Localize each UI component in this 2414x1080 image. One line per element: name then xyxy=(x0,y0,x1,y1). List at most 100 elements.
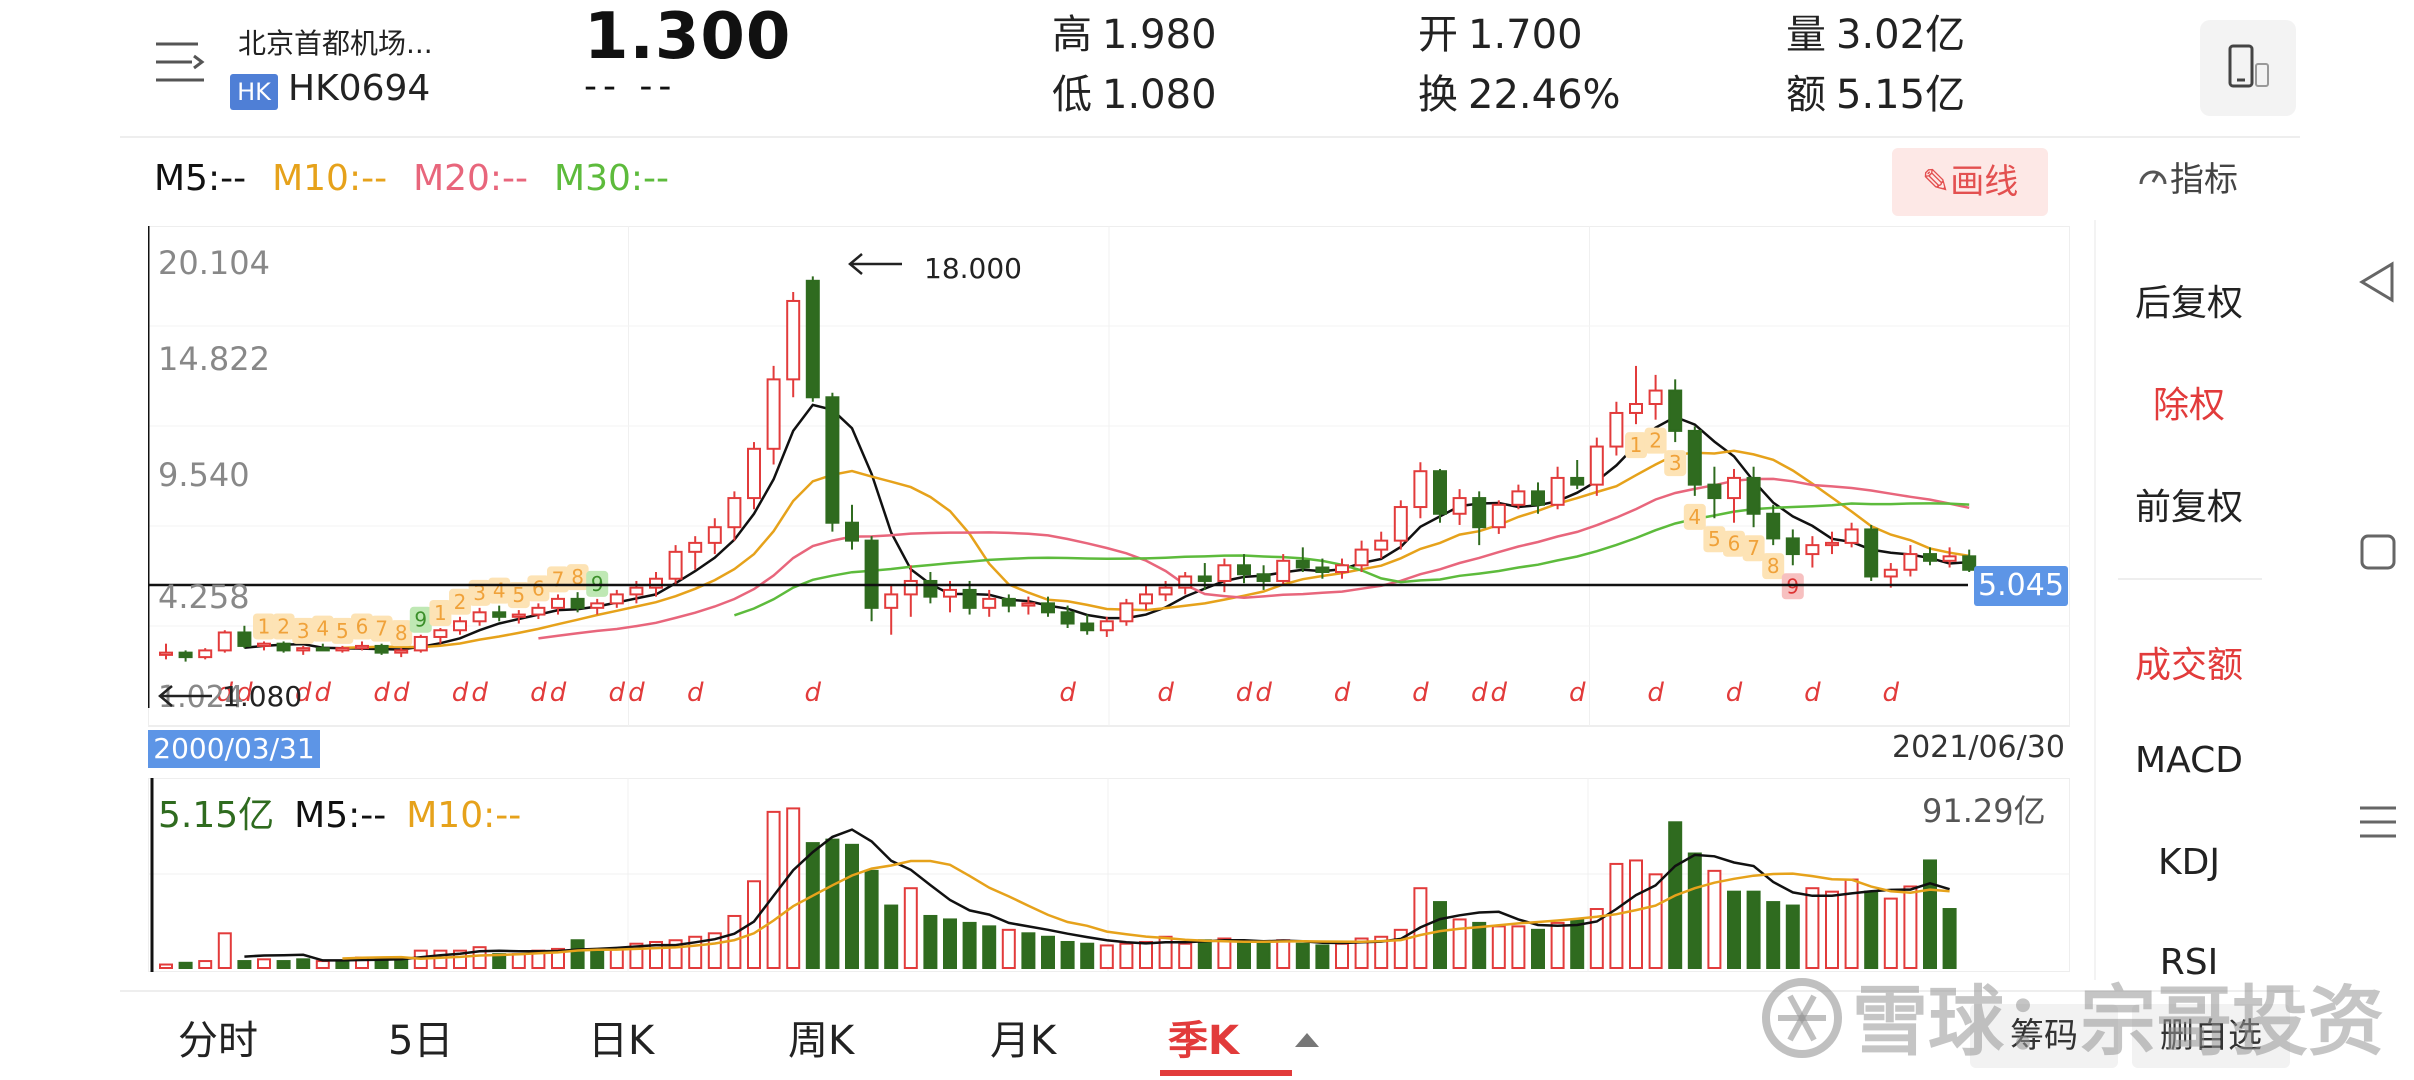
candle-body xyxy=(1354,548,1369,567)
candle-body xyxy=(1746,476,1761,515)
svg-text:6: 6 xyxy=(356,614,369,638)
tab-monthly[interactable]: 月K xyxy=(990,1018,1057,1064)
y-tick-2: 14.822 xyxy=(158,340,270,378)
volume-bar xyxy=(237,960,252,969)
candle-body xyxy=(1433,470,1447,515)
candle-body xyxy=(590,602,605,609)
side-item-macd[interactable]: MACD xyxy=(2135,740,2243,781)
watermark: 雪球：宗哥投资 xyxy=(1760,960,2384,1078)
vol-ma10-line xyxy=(342,859,1950,961)
td-sequence-marker: 8 xyxy=(390,620,413,647)
td-sequence-marker: 5 xyxy=(1703,526,1726,553)
candle-body xyxy=(629,586,644,596)
side-item-kdj[interactable]: KDJ xyxy=(2158,842,2220,883)
svg-text:9: 9 xyxy=(1786,574,1799,598)
side-item-hfq[interactable]: 后复权 xyxy=(2134,283,2243,324)
candle-body xyxy=(1923,553,1937,562)
candle-body xyxy=(668,550,683,580)
draw-line-button[interactable]: ✎画线 xyxy=(1892,148,2048,216)
menu-icon[interactable] xyxy=(152,36,208,88)
candle-body xyxy=(198,649,213,659)
side-divider xyxy=(2118,578,2262,580)
remove-watchlist-button[interactable]: 删自选 xyxy=(2132,1004,2290,1068)
candle-body xyxy=(1491,503,1506,529)
candle-body xyxy=(1041,602,1055,614)
side-item-qfq[interactable]: 前复权 xyxy=(2134,487,2243,528)
ma30-label: M30:-- xyxy=(554,158,670,199)
indicator-button[interactable]: 指标 xyxy=(2136,152,2238,203)
back-nav-icon[interactable] xyxy=(2356,260,2400,308)
candle-body xyxy=(178,651,193,659)
home-nav-icon[interactable] xyxy=(2358,532,2398,576)
side-item-rsi[interactable]: RSI xyxy=(2159,942,2219,976)
td-sequence-marker: 7 xyxy=(547,566,569,593)
td-sequence-marker: 6 xyxy=(351,613,373,640)
side-item-cq[interactable]: 除权 xyxy=(2152,385,2225,426)
candle-body xyxy=(1001,597,1016,607)
tab-intraday[interactable]: 分时 xyxy=(178,1018,258,1064)
stat-amount: 额 5.15亿 xyxy=(1786,72,1966,118)
kline-chart[interactable]: 123456789123456789123456789 dddddddddddd… xyxy=(148,226,2070,766)
volume-bar xyxy=(1178,942,1193,969)
tab-quarterly[interactable]: 季K xyxy=(1168,1018,1239,1064)
tab-daily[interactable]: 日K xyxy=(588,1018,655,1064)
volume-max-label: 91.29亿 xyxy=(1922,792,2046,830)
recent-apps-nav-icon[interactable] xyxy=(2358,802,2398,846)
candle-body xyxy=(1374,539,1389,551)
price-change: -- -- xyxy=(584,66,678,107)
side-item-amount[interactable]: 成交额 xyxy=(2134,645,2243,686)
candle-body xyxy=(1668,389,1683,432)
volume-bar xyxy=(1374,935,1389,970)
td-sequence-marker: 6 xyxy=(1723,530,1745,557)
dividend-marker: d xyxy=(1569,678,1586,708)
candle-body xyxy=(747,447,761,500)
candle-body xyxy=(982,597,997,609)
svg-text:2: 2 xyxy=(277,614,290,638)
svg-text:4: 4 xyxy=(1688,505,1701,529)
candle-body xyxy=(1197,575,1212,582)
dividend-marker: d xyxy=(1491,678,1508,708)
svg-text:6: 6 xyxy=(1728,532,1741,556)
candle-body xyxy=(159,651,173,656)
dividend-marker: d xyxy=(1804,678,1821,708)
volume-bar xyxy=(1099,944,1114,969)
volume-bar xyxy=(1197,939,1212,970)
candle-body xyxy=(570,597,585,609)
candle-body xyxy=(1080,622,1095,632)
y-tick-5: 1.024 xyxy=(158,680,244,715)
volume-bar xyxy=(1237,940,1251,970)
volume-bar xyxy=(1001,928,1016,969)
tab-5day[interactable]: 5日 xyxy=(388,1018,454,1064)
volume-bar xyxy=(433,949,448,969)
chips-button[interactable]: 筹码 xyxy=(1970,1004,2118,1068)
volume-bar xyxy=(805,842,820,969)
volume-bar xyxy=(1589,908,1604,969)
svg-text:9: 9 xyxy=(414,608,427,632)
dividend-marker: d xyxy=(1883,678,1900,708)
candle-body xyxy=(511,613,526,618)
svg-text:4: 4 xyxy=(316,617,329,641)
tab-weekly[interactable]: 周K xyxy=(788,1018,855,1064)
volume-bar xyxy=(1923,859,1937,969)
candle-body xyxy=(433,629,448,638)
candle-body xyxy=(727,497,742,529)
y-tick-3: 9.540 xyxy=(158,456,250,494)
svg-text:7: 7 xyxy=(375,617,388,641)
tab-more-icon[interactable] xyxy=(1292,1030,1322,1054)
volume-bar xyxy=(1452,918,1467,970)
orientation-button[interactable] xyxy=(2200,20,2296,116)
candle-body xyxy=(413,635,428,652)
volume-bar xyxy=(1511,925,1526,969)
candle-body xyxy=(1687,429,1702,486)
volume-chart[interactable] xyxy=(148,778,2070,972)
volume-bar xyxy=(1041,935,1055,970)
stock-name[interactable]: 北京首都机场... xyxy=(238,27,433,60)
dividend-marker: d xyxy=(452,678,469,708)
candle-body xyxy=(335,647,350,652)
dividend-marker: d xyxy=(1471,678,1488,708)
stat-low: 低 1.080 xyxy=(1052,72,1217,118)
td-sequence-marker: 2 xyxy=(272,613,295,640)
volume-bar xyxy=(1276,939,1291,970)
volume-bar xyxy=(943,918,957,970)
volume-bar xyxy=(1315,944,1330,969)
